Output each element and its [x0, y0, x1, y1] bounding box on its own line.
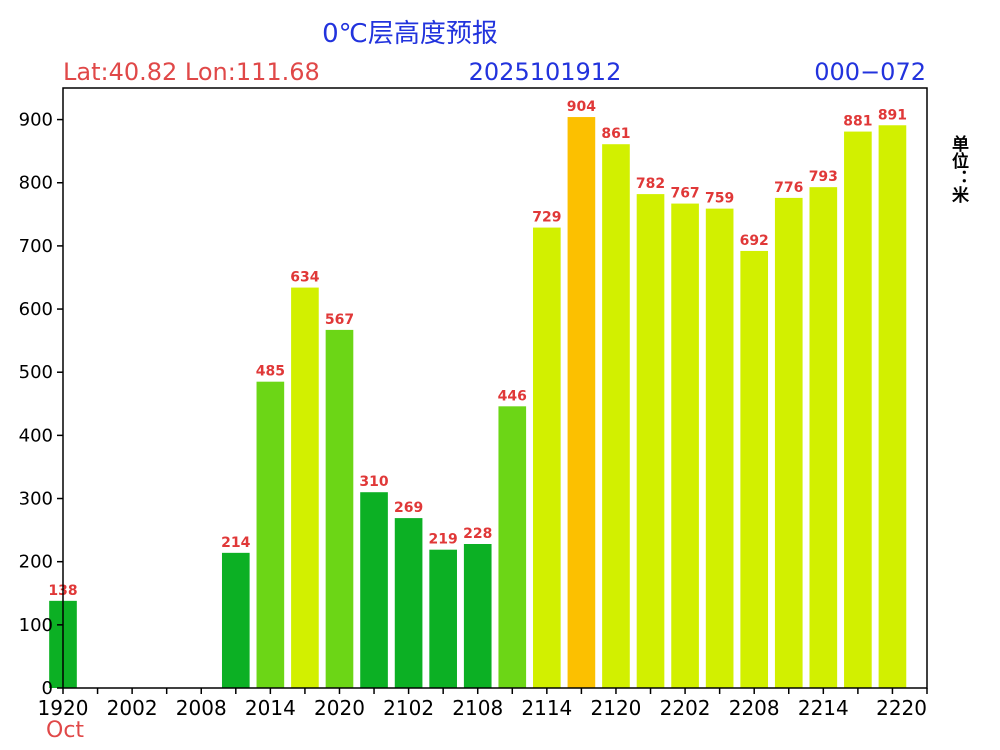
x-tick-label: 2108 [452, 696, 503, 720]
value-label: 904 [567, 99, 596, 115]
y-tick-label: 900 [19, 110, 53, 131]
bar [878, 125, 907, 688]
bar [705, 208, 734, 688]
bar [394, 518, 423, 688]
value-label: 446 [498, 388, 527, 404]
bar [221, 552, 250, 688]
value-label: 219 [429, 532, 458, 548]
x-tick-label: 2220 [876, 696, 927, 720]
bar [533, 227, 561, 688]
y-tick-label: 700 [19, 236, 53, 257]
y-tick-label: 200 [19, 552, 53, 573]
x-axis: 1920 2002 2008 2014 2020 2102 2108 2114 2120 2202… [38, 688, 928, 720]
x-tick-label: 2102 [383, 696, 434, 720]
bars [49, 117, 907, 689]
bar [256, 381, 285, 688]
y-tick-label: 100 [19, 615, 53, 636]
y-axis: 0 100 200 300 400 500 600 700 800 900 [19, 110, 63, 699]
plot-frame [62, 87, 928, 689]
x-tick-label: 2002 [107, 696, 158, 720]
bar [360, 492, 388, 688]
x-tick-label: 2014 [245, 696, 296, 720]
x-tick-label: 2202 [660, 696, 711, 720]
y-tick-label: 0 [42, 678, 53, 699]
value-label: 881 [843, 114, 872, 130]
bar [463, 544, 492, 688]
bar [429, 549, 457, 688]
bar [567, 117, 596, 689]
value-label: 793 [809, 169, 838, 185]
value-label: 634 [290, 270, 319, 286]
bar [498, 406, 527, 688]
value-label: 767 [670, 186, 699, 202]
forecast-range-label: 000−072 [814, 58, 926, 86]
bar [809, 187, 838, 688]
value-label: 891 [878, 107, 907, 123]
bar [636, 194, 665, 688]
chart-title: 0℃层高度预报 [322, 19, 498, 49]
bar [291, 287, 319, 688]
bar [740, 250, 769, 688]
value-label: 485 [256, 364, 285, 380]
bar [671, 203, 699, 688]
y-tick-label: 800 [19, 173, 53, 194]
bar [325, 329, 354, 688]
x-tick-label: 2214 [798, 696, 849, 720]
x-tick-label: 2208 [729, 696, 780, 720]
location-label: Lat:40.82 Lon:111.68 [63, 58, 320, 86]
value-label: 861 [601, 126, 630, 142]
value-label: 729 [532, 210, 561, 226]
value-label: 759 [705, 191, 734, 207]
value-label: 692 [740, 233, 769, 249]
value-label: 782 [636, 176, 665, 192]
x-tick-label: 2120 [591, 696, 642, 720]
init-time-label: 2025101912 [469, 58, 622, 86]
bar [602, 144, 630, 689]
month-label: Oct [46, 718, 84, 743]
x-tick-label: 1920 [38, 696, 89, 720]
bar [774, 197, 803, 689]
value-label: 776 [774, 180, 803, 196]
value-label: 310 [359, 474, 388, 490]
value-label: 269 [394, 500, 423, 516]
y-tick-label: 300 [19, 489, 53, 510]
value-label: 567 [325, 312, 354, 328]
unit-label: 单位：米 [948, 134, 969, 204]
x-tick-label: 2020 [314, 696, 365, 720]
x-tick-label: 2114 [521, 696, 572, 720]
y-tick-label: 500 [19, 362, 53, 383]
value-label: 228 [463, 526, 492, 542]
y-tick-label: 600 [19, 299, 53, 320]
value-label: 214 [221, 535, 250, 551]
x-tick-label: 2008 [176, 696, 227, 720]
y-tick-label: 400 [19, 425, 53, 446]
bar [844, 131, 872, 688]
